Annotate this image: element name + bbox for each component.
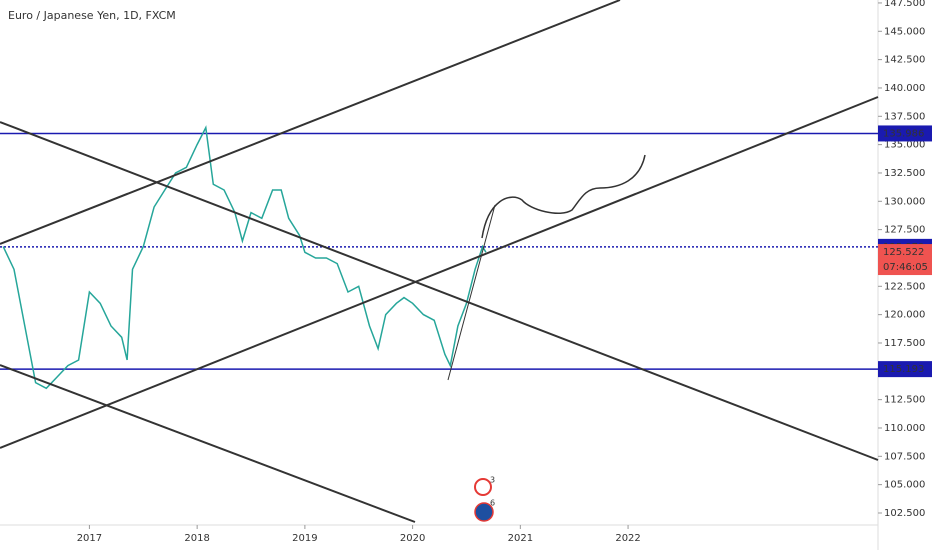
y-tick-label: 112.500 xyxy=(884,395,925,406)
trend-line xyxy=(447,204,496,381)
trend-line xyxy=(0,96,879,449)
y-tick-label: 122.500 xyxy=(884,281,925,292)
y-tick-label: 120.000 xyxy=(884,310,925,321)
y-tick-label: 130.000 xyxy=(884,196,925,207)
y-tick-label: 137.500 xyxy=(884,111,925,122)
y-tick-label: 142.500 xyxy=(884,55,925,66)
last-price-label: 125.522 xyxy=(883,247,924,258)
y-tick-label: 105.000 xyxy=(884,480,925,491)
event-icons xyxy=(474,478,494,522)
x-tick-label: 2021 xyxy=(508,533,533,544)
y-tick-label: 117.500 xyxy=(884,338,925,349)
price-label: 135.986 xyxy=(883,128,924,139)
y-tick-label: 147.500 xyxy=(884,0,925,9)
x-tick-label: 2018 xyxy=(184,533,209,544)
projection-curve xyxy=(481,154,646,239)
chart-title: Euro / Japanese Yen, 1D, FXCM xyxy=(8,9,176,22)
trend-lines xyxy=(0,0,879,523)
y-tick-label: 102.500 xyxy=(884,508,925,519)
x-tick-label: 2020 xyxy=(400,533,425,544)
price-label-box xyxy=(878,361,932,378)
trend-line xyxy=(0,0,621,245)
y-tick-label: 135.000 xyxy=(884,140,925,151)
last-price-box xyxy=(878,244,932,276)
trend-line xyxy=(0,364,416,523)
x-tick-label: 2017 xyxy=(77,533,102,544)
badge-count: 6 xyxy=(490,499,495,508)
x-tick-label: 2019 xyxy=(292,533,317,544)
y-tick-label: 127.500 xyxy=(884,225,925,236)
y-tick-label: 145.000 xyxy=(884,26,925,37)
y-tick-label: 110.000 xyxy=(884,423,925,434)
price-line xyxy=(2,125,487,390)
price-label-box xyxy=(878,125,932,142)
event-icon xyxy=(474,502,494,522)
x-tick-label: 2022 xyxy=(615,533,640,544)
y-tick-label: 140.000 xyxy=(884,83,925,94)
y-tick-label: 107.500 xyxy=(884,451,925,462)
event-icon xyxy=(474,478,492,496)
y-tick-label: 132.500 xyxy=(884,168,925,179)
countdown-label: 07:46:05 xyxy=(883,262,928,273)
badge-count: 3 xyxy=(490,476,495,485)
price-label: 115.193 xyxy=(883,364,924,375)
trend-line xyxy=(0,121,879,461)
